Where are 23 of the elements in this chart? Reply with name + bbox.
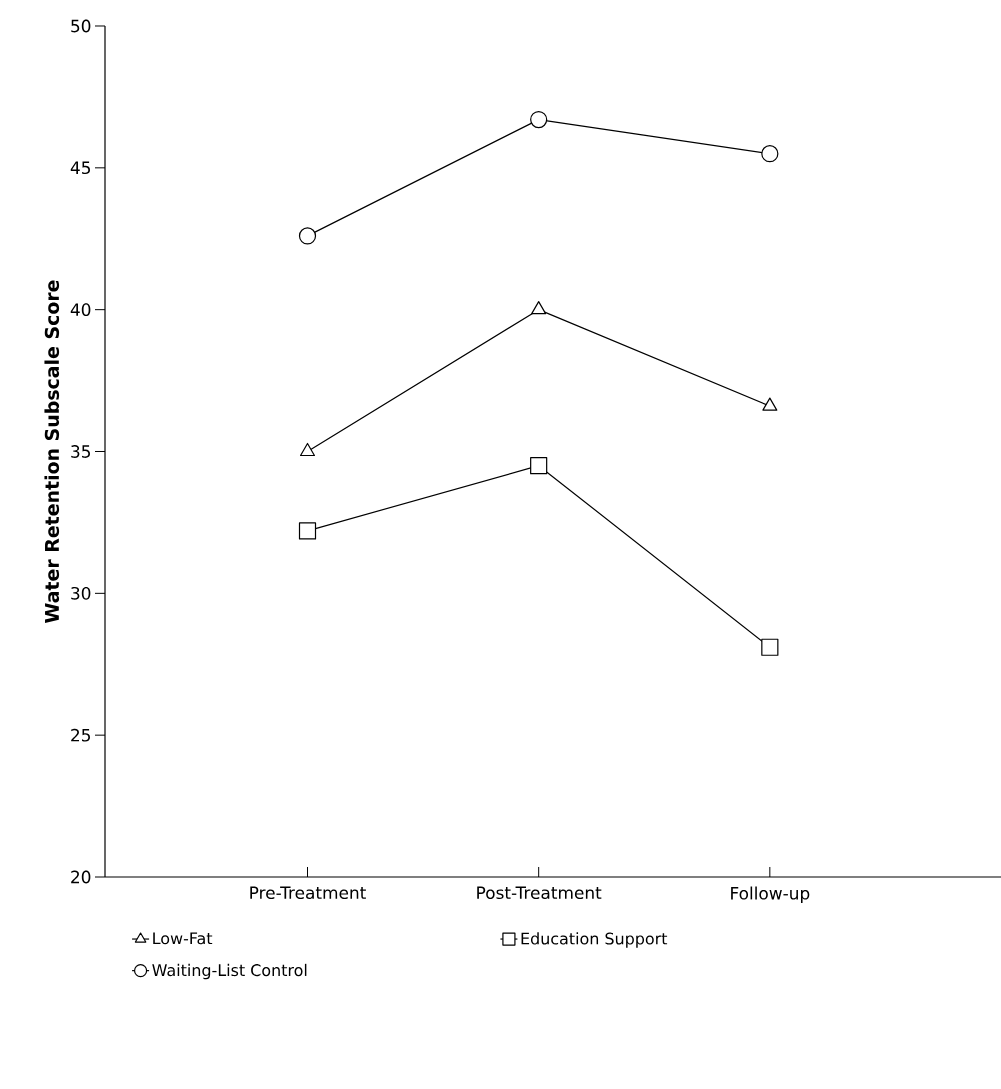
y-tick-label: 35 [71,445,90,458]
y-tick-label: 30 [71,586,91,600]
x-tick-label: Follow-up [731,886,810,903]
x-tick-label: Pre-Treatment [250,886,366,900]
legend-label: Education Support [521,932,668,948]
y-tick-label: 20 [71,870,91,884]
legend-label: Waiting-List Control [152,963,307,980]
x-tick-label: Post-Treatment [477,886,602,900]
legend-label: Low-Fat [153,932,213,945]
y-tick-label: 40 [70,303,91,317]
y-tick-label: 25 [71,728,90,742]
point [299,442,316,457]
y-tick-label: 45 [70,161,90,175]
point [298,522,317,540]
point [530,457,548,475]
point [761,145,779,163]
point [530,111,548,129]
y-tick-label: 50 [71,19,91,33]
point [762,397,778,411]
point [761,638,779,656]
point [298,227,317,245]
y-axis-title: Water Retention Subscale Score [44,280,60,623]
point [531,301,547,315]
